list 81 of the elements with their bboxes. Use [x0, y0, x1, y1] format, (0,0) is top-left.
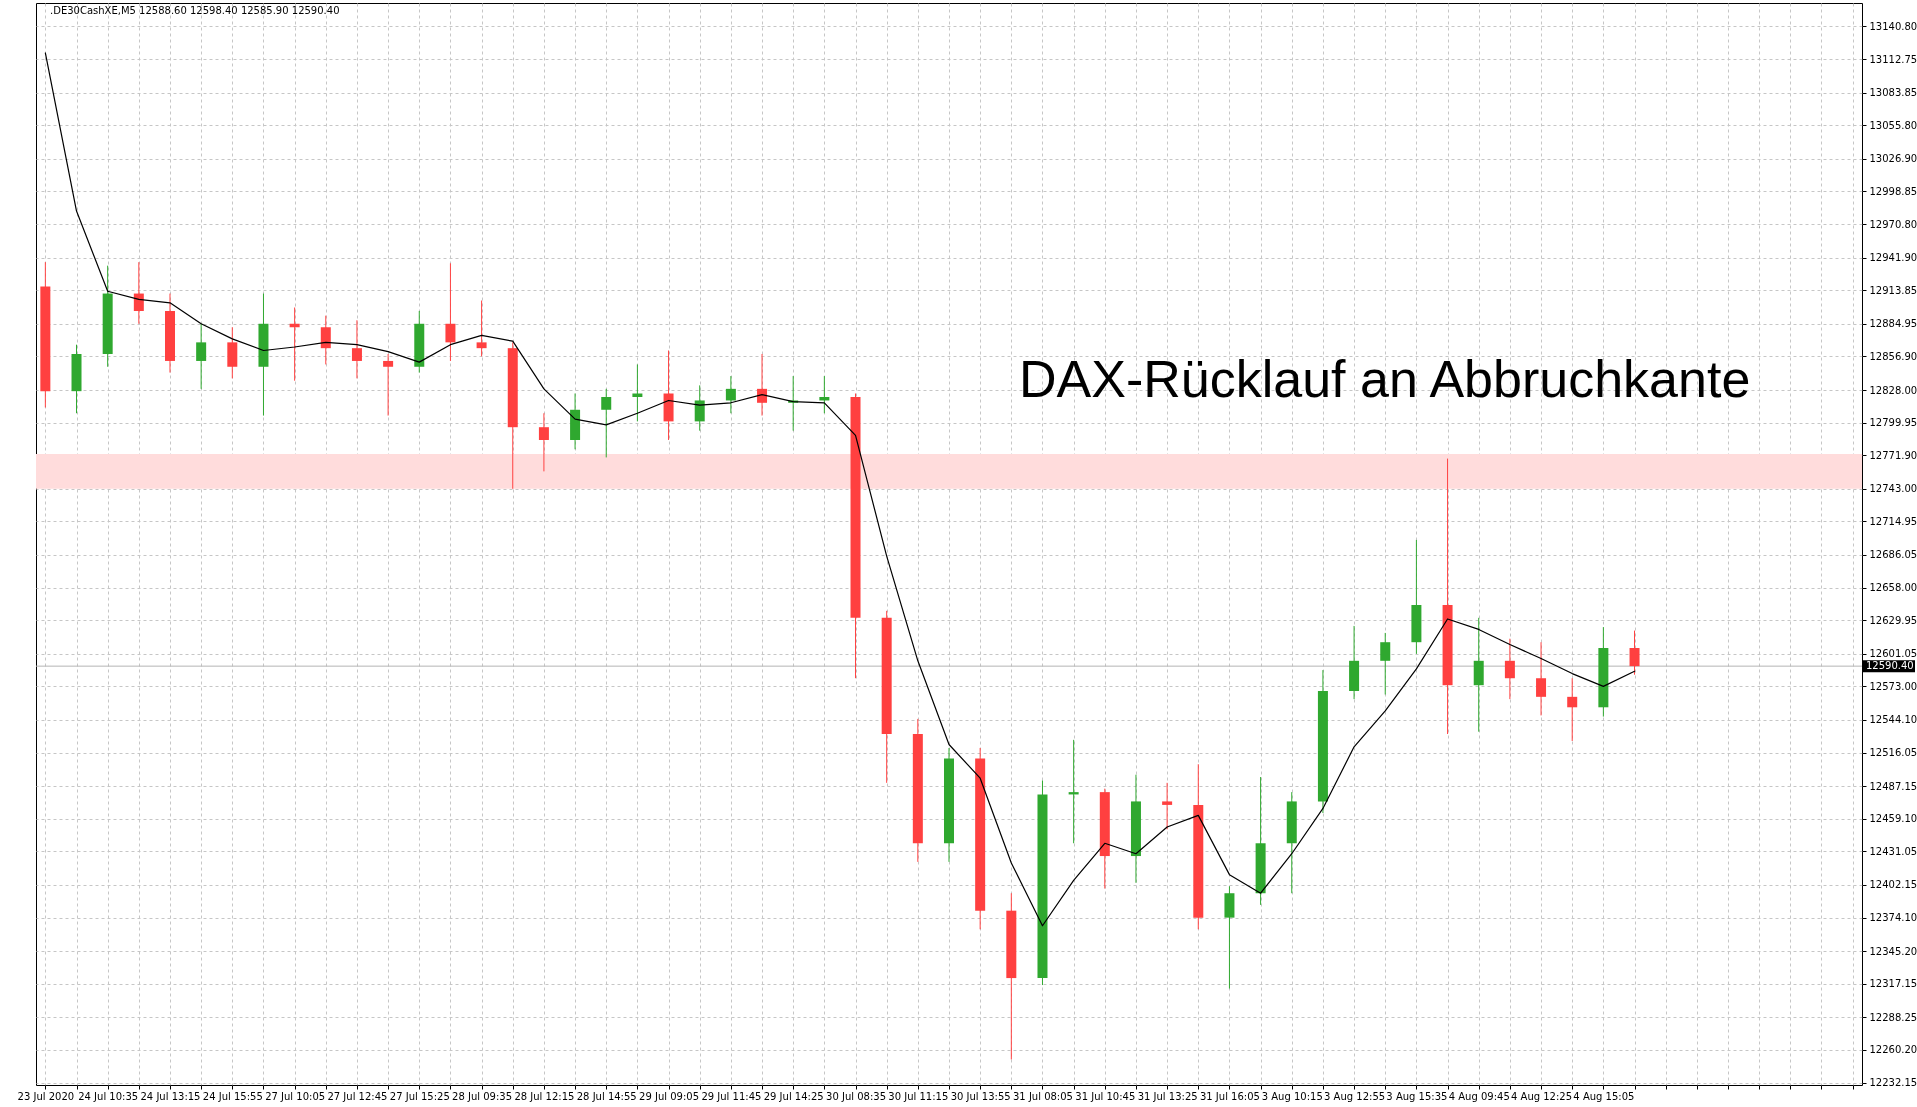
y-tick-label: 12573.00 [1869, 680, 1917, 692]
x-tick-label: 3 Aug 15:35 [1386, 1090, 1448, 1102]
candlestick [476, 300, 487, 357]
y-tick-label: 12402.15 [1869, 879, 1917, 891]
x-tick-label: 28 Jul 14:55 [576, 1090, 637, 1102]
candlestick [351, 319, 362, 379]
x-tick-label: 28 Jul 09:35 [452, 1090, 513, 1102]
candlestick [1380, 632, 1391, 695]
x-tick-label: 4 Aug 15:05 [1573, 1090, 1635, 1102]
y-tick-label: 12601.05 [1869, 648, 1917, 660]
x-tick-label: 23 Jul 2020 [17, 1090, 75, 1102]
y-tick-label: 13083.85 [1869, 87, 1917, 99]
y-tick-label: 12941.90 [1869, 252, 1917, 264]
y-tick-label: 12686.05 [1869, 549, 1917, 561]
y-tick-label: 12828.00 [1869, 384, 1917, 396]
y-tick-label: 12374.10 [1869, 912, 1917, 924]
x-tick-label: 31 Jul 10:45 [1075, 1090, 1136, 1102]
candlestick [1504, 638, 1515, 700]
y-tick-label: 12431.05 [1869, 845, 1917, 857]
x-tick-label: 29 Jul 14:25 [763, 1090, 824, 1102]
x-tick-label: 30 Jul 11:15 [888, 1090, 949, 1102]
x-tick-label: 24 Jul 10:35 [78, 1090, 139, 1102]
y-tick-label: 13112.75 [1869, 53, 1917, 65]
y-tick-label: 12856.90 [1869, 350, 1917, 362]
chart-title: .DE30CashXE,M5 12588.60 12598.40 12585.90 12590.40 [50, 5, 340, 16]
x-tick-label: 27 Jul 10:05 [265, 1090, 326, 1102]
ref-line-label: 12590.40 [1866, 660, 1914, 672]
y-tick-label: 12629.95 [1869, 614, 1917, 626]
x-tick-label: 4 Aug 12:25 [1511, 1090, 1573, 1102]
y-tick-label: 12260.20 [1869, 1044, 1917, 1056]
candlestick [1162, 782, 1173, 830]
candlestick [445, 262, 456, 362]
y-tick-label: 12771.90 [1869, 449, 1917, 461]
y-tick-label: 12345.20 [1869, 945, 1917, 957]
y-tick-label: 12459.10 [1869, 813, 1917, 825]
candlestick [694, 384, 705, 432]
y-tick-label: 12232.15 [1869, 1077, 1917, 1088]
y-tick-label: 12317.15 [1869, 978, 1917, 990]
y-tick-label: 12743.00 [1869, 483, 1917, 495]
x-tick-label: 3 Aug 12:55 [1324, 1090, 1386, 1102]
candlestick [196, 323, 207, 390]
x-tick-label: 31 Jul 13:25 [1137, 1090, 1198, 1102]
candlestick [1567, 677, 1578, 742]
y-tick-label: 12288.25 [1869, 1011, 1917, 1023]
x-tick-label: 29 Jul 11:45 [701, 1090, 762, 1102]
y-tick-label: 12658.00 [1869, 582, 1917, 594]
candlestick [757, 353, 768, 417]
y-tick-label: 13026.90 [1869, 153, 1917, 165]
candlestick [133, 261, 144, 325]
x-tick-label: 29 Jul 09:05 [639, 1090, 700, 1102]
x-tick-label: 28 Jul 12:15 [514, 1090, 575, 1102]
annotation: DAX-Rücklauf an Abbruchkante [1019, 350, 1751, 408]
candlestick [601, 388, 612, 458]
y-tick-label: 12884.95 [1869, 318, 1917, 330]
candlestick [538, 412, 549, 472]
candlestick [320, 315, 331, 365]
candlestick [632, 363, 643, 422]
y-tick-label: 12970.80 [1869, 218, 1917, 230]
x-tick-label: 31 Jul 16:05 [1199, 1090, 1260, 1102]
x-tick-label: 24 Jul 13:15 [140, 1090, 201, 1102]
y-tick-label: 12516.05 [1869, 747, 1917, 759]
x-tick-label: 30 Jul 08:35 [826, 1090, 886, 1102]
y-tick-label: 13140.80 [1869, 20, 1917, 32]
y-tick-label: 12998.85 [1869, 185, 1917, 197]
y-tick-label: 12544.10 [1869, 714, 1917, 726]
candlestick [383, 353, 394, 417]
y-tick-label: 12714.95 [1869, 515, 1917, 527]
y-tick-label: 13055.80 [1869, 119, 1917, 131]
x-tick-label: 24 Jul 15:55 [202, 1090, 263, 1102]
y-tick-label: 12913.85 [1869, 284, 1917, 296]
y-tick-label: 12487.15 [1869, 780, 1917, 792]
y-tick-label: 12799.95 [1869, 417, 1917, 429]
x-tick-label: 3 Aug 10:15 [1261, 1090, 1323, 1102]
x-tick-label: 27 Jul 15:25 [389, 1090, 450, 1102]
x-tick-label: 4 Aug 09:45 [1448, 1090, 1510, 1102]
candlestick [1629, 630, 1640, 676]
candlestick [725, 375, 736, 414]
candlestick [1536, 641, 1547, 716]
x-tick-label: 30 Jul 13:55 [950, 1090, 1011, 1102]
x-tick-label: 31 Jul 08:05 [1013, 1090, 1073, 1102]
x-tick-label: 27 Jul 12:45 [327, 1090, 388, 1102]
